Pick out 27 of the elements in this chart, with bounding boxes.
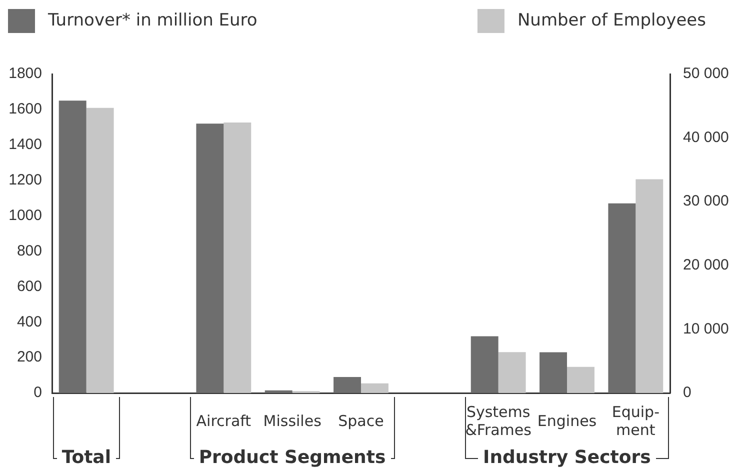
y-tick-label: 200	[16, 348, 42, 366]
x-tick-label: Systems &Frames	[465, 402, 532, 439]
y-tick-label: 400	[16, 313, 42, 330]
y-tick-label: 1600	[8, 100, 42, 118]
x-tick-label: Equip- ment	[612, 402, 660, 439]
text: Product Segments	[194, 447, 391, 468]
y2-tick-label: 20 000	[683, 256, 729, 274]
text: Industry Sectors	[478, 447, 656, 468]
legend-label: Turnover* in million Euro	[47, 10, 258, 30]
y-tick-label: 1000	[8, 206, 42, 224]
legend-label: Number of Employees	[517, 10, 706, 30]
y-tick-label: 1200	[8, 171, 42, 188]
x-tick-label: Engines	[537, 412, 597, 430]
y-tick-label: 800	[16, 242, 42, 260]
x-tick-label: Missiles	[263, 412, 322, 430]
text: Total	[56, 447, 116, 468]
y2-tick-label: 40 000	[683, 128, 729, 146]
y2-tick-label: 30 000	[683, 192, 729, 210]
y-tick-label: 0	[34, 384, 42, 402]
x-tick-label: Space	[338, 412, 384, 430]
y-tick-label: 1400	[8, 136, 42, 154]
y-tick-label: 600	[16, 278, 42, 295]
y2-tick-label: 50 000	[683, 65, 729, 82]
x-tick-label: Aircraft	[196, 412, 252, 430]
y2-tick-label: 0	[683, 384, 692, 402]
y2-tick-label: 10 000	[683, 320, 729, 338]
y-tick-label: 1800	[8, 65, 42, 82]
